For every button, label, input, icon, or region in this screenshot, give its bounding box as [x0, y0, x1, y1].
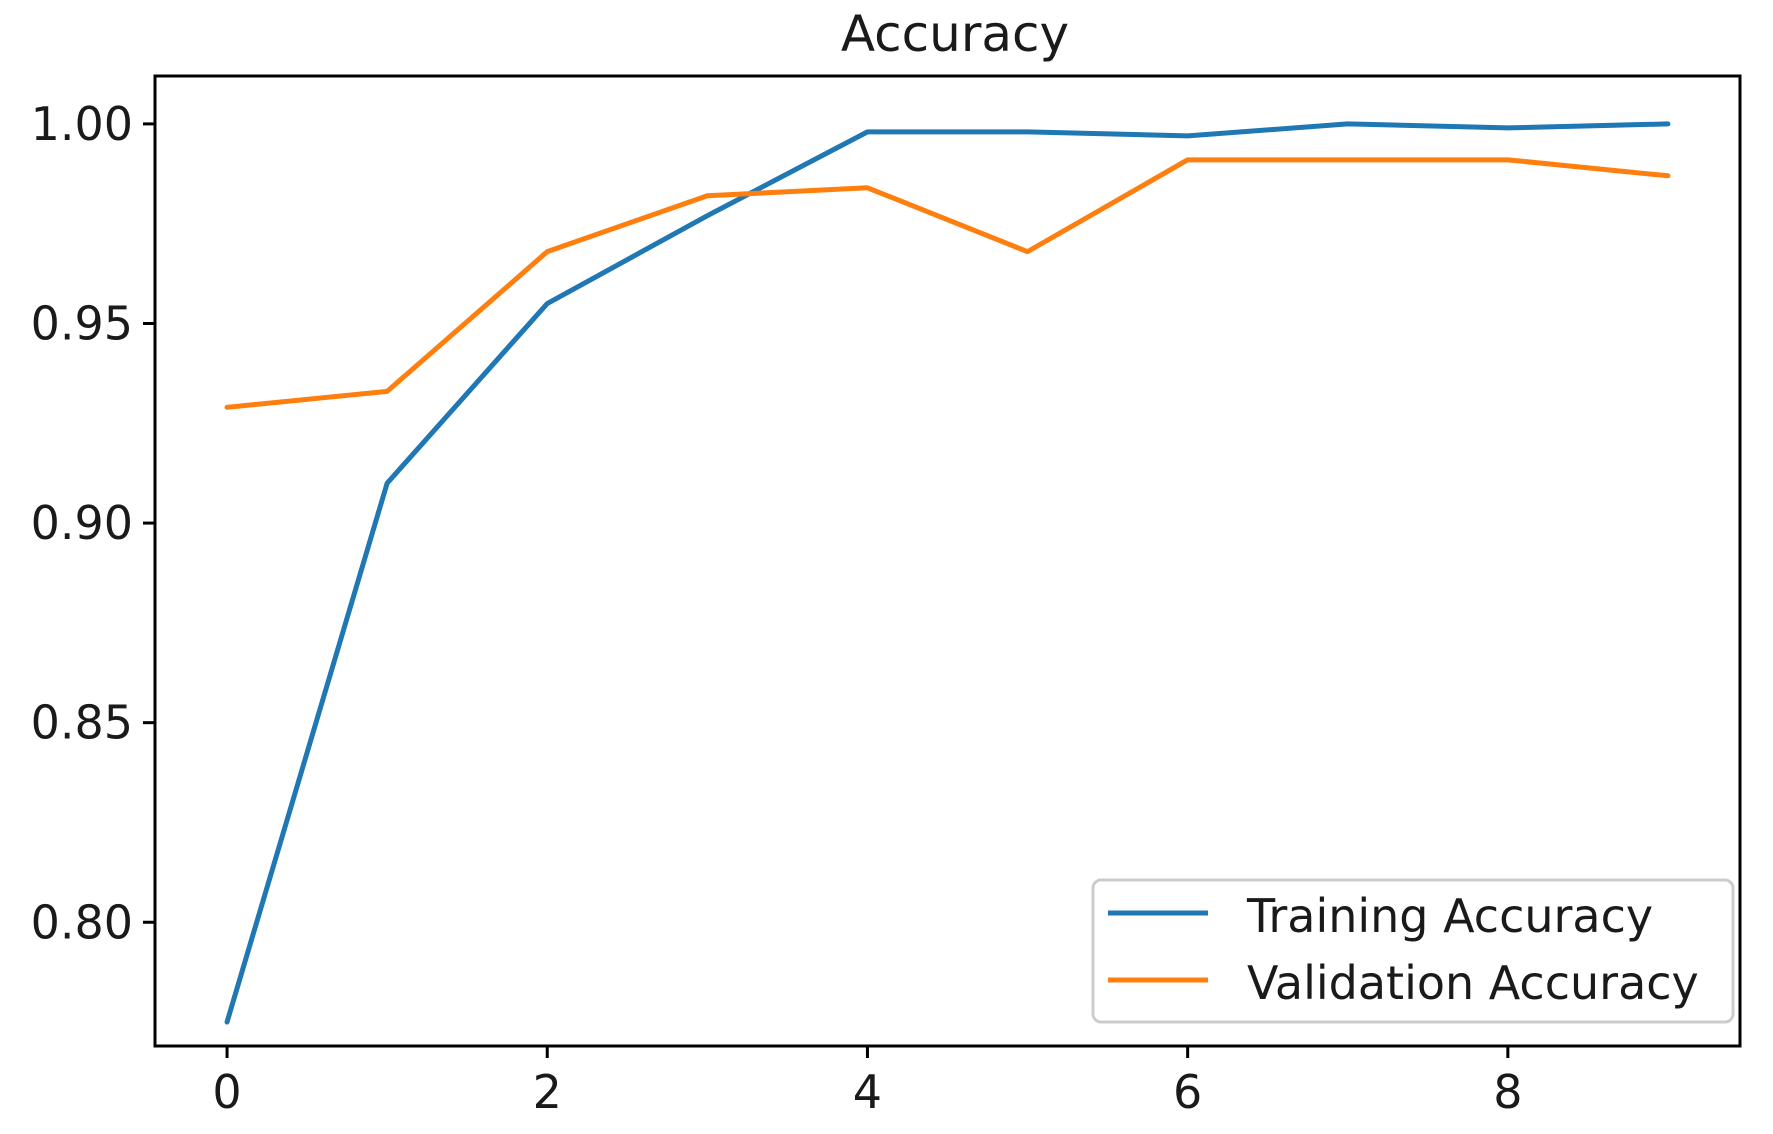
legend-label-validation: Validation Accuracy [1247, 956, 1699, 1010]
legend-label-training: Training Accuracy [1246, 889, 1653, 943]
y-tick-label-2: 0.90 [31, 496, 133, 550]
x-tick-label-4: 8 [1493, 1065, 1522, 1119]
legend: Training Accuracy Validation Accuracy [1093, 880, 1733, 1022]
x-tick-label-3: 6 [1173, 1065, 1202, 1119]
y-tick-label-4: 1.00 [31, 97, 133, 151]
chart-title: Accuracy [841, 5, 1069, 63]
x-tick-label-0: 0 [212, 1065, 241, 1119]
y-tick-label-1: 0.85 [31, 696, 133, 750]
y-tick-label-3: 0.95 [31, 296, 133, 350]
x-tick-label-1: 2 [533, 1065, 562, 1119]
x-tick-label-2: 4 [853, 1065, 882, 1119]
y-tick-label-0: 0.80 [31, 895, 133, 949]
